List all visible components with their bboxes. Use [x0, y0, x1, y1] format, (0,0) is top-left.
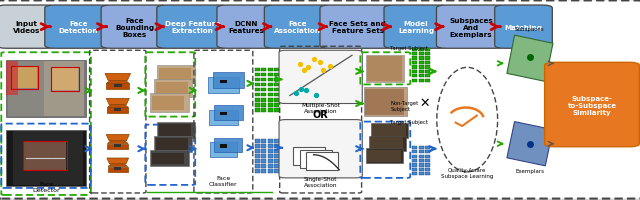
- FancyBboxPatch shape: [255, 73, 260, 77]
- FancyBboxPatch shape: [419, 62, 424, 65]
- FancyBboxPatch shape: [425, 70, 430, 74]
- FancyBboxPatch shape: [425, 168, 430, 171]
- FancyBboxPatch shape: [436, 6, 506, 49]
- FancyBboxPatch shape: [371, 123, 408, 138]
- Polygon shape: [209, 142, 237, 157]
- FancyBboxPatch shape: [412, 168, 417, 171]
- FancyBboxPatch shape: [425, 164, 430, 167]
- FancyBboxPatch shape: [268, 108, 273, 112]
- Polygon shape: [108, 144, 128, 149]
- FancyBboxPatch shape: [274, 169, 279, 173]
- FancyBboxPatch shape: [419, 164, 424, 167]
- FancyBboxPatch shape: [412, 48, 417, 52]
- FancyBboxPatch shape: [154, 80, 192, 98]
- FancyBboxPatch shape: [274, 144, 279, 148]
- FancyBboxPatch shape: [255, 149, 260, 153]
- FancyBboxPatch shape: [157, 6, 228, 49]
- FancyBboxPatch shape: [384, 6, 448, 49]
- Bar: [152, 153, 184, 164]
- Polygon shape: [107, 158, 129, 164]
- FancyBboxPatch shape: [419, 57, 424, 60]
- Bar: [24, 142, 66, 170]
- FancyBboxPatch shape: [274, 93, 279, 97]
- FancyBboxPatch shape: [255, 88, 260, 92]
- FancyBboxPatch shape: [419, 70, 424, 74]
- FancyBboxPatch shape: [45, 6, 112, 49]
- FancyBboxPatch shape: [425, 48, 430, 52]
- Polygon shape: [507, 36, 553, 82]
- Text: Face
Classifier: Face Classifier: [209, 175, 237, 186]
- FancyBboxPatch shape: [425, 57, 430, 60]
- Bar: [11, 66, 38, 89]
- FancyBboxPatch shape: [261, 78, 266, 82]
- Text: Subspaces: Subspaces: [515, 27, 545, 32]
- Text: Face
Bounding
Boxes: Face Bounding Boxes: [115, 18, 154, 37]
- FancyBboxPatch shape: [495, 6, 552, 49]
- FancyBboxPatch shape: [255, 169, 260, 173]
- Polygon shape: [108, 141, 128, 144]
- FancyBboxPatch shape: [366, 149, 403, 164]
- FancyBboxPatch shape: [268, 78, 273, 82]
- FancyBboxPatch shape: [255, 139, 260, 143]
- Bar: [115, 145, 121, 147]
- FancyBboxPatch shape: [268, 159, 273, 163]
- FancyBboxPatch shape: [261, 103, 266, 107]
- Bar: [220, 112, 227, 116]
- FancyBboxPatch shape: [261, 98, 266, 102]
- FancyBboxPatch shape: [412, 53, 417, 56]
- FancyBboxPatch shape: [268, 103, 273, 107]
- FancyBboxPatch shape: [255, 164, 260, 168]
- Bar: [115, 109, 121, 111]
- FancyBboxPatch shape: [264, 6, 332, 49]
- Text: Face Sets and
Feature Sets: Face Sets and Feature Sets: [330, 21, 386, 34]
- Bar: [220, 145, 227, 148]
- FancyBboxPatch shape: [261, 93, 266, 97]
- FancyBboxPatch shape: [268, 139, 273, 143]
- Ellipse shape: [436, 68, 498, 172]
- Polygon shape: [214, 105, 243, 121]
- Text: Quality-Aware
Subspace Learning: Quality-Aware Subspace Learning: [441, 168, 493, 178]
- Text: Deep Feature
Extraction: Deep Feature Extraction: [165, 21, 220, 34]
- FancyBboxPatch shape: [0, 6, 56, 49]
- FancyBboxPatch shape: [261, 88, 266, 92]
- FancyBboxPatch shape: [412, 155, 417, 158]
- FancyBboxPatch shape: [364, 88, 407, 116]
- FancyBboxPatch shape: [150, 150, 189, 166]
- FancyBboxPatch shape: [274, 159, 279, 163]
- Bar: [156, 83, 188, 96]
- Polygon shape: [106, 99, 129, 105]
- FancyBboxPatch shape: [274, 78, 279, 82]
- FancyBboxPatch shape: [425, 66, 430, 69]
- FancyBboxPatch shape: [412, 172, 417, 176]
- FancyBboxPatch shape: [261, 68, 266, 72]
- Text: Model
Learning: Model Learning: [398, 21, 434, 34]
- FancyBboxPatch shape: [261, 83, 266, 87]
- FancyBboxPatch shape: [279, 120, 362, 178]
- Text: Subspaces
And
Exemplars: Subspaces And Exemplars: [449, 18, 493, 37]
- FancyBboxPatch shape: [255, 103, 260, 107]
- Polygon shape: [106, 84, 129, 90]
- Text: Multiple-Shot
Association: Multiple-Shot Association: [301, 102, 340, 113]
- FancyBboxPatch shape: [419, 150, 424, 154]
- Bar: [8, 62, 44, 116]
- FancyBboxPatch shape: [268, 83, 273, 87]
- FancyBboxPatch shape: [268, 169, 273, 173]
- FancyBboxPatch shape: [268, 73, 273, 77]
- FancyBboxPatch shape: [255, 98, 260, 102]
- FancyBboxPatch shape: [369, 136, 406, 151]
- Polygon shape: [214, 138, 242, 152]
- Bar: [367, 150, 401, 163]
- Bar: [220, 80, 227, 84]
- FancyBboxPatch shape: [425, 150, 430, 154]
- FancyBboxPatch shape: [366, 55, 404, 83]
- FancyBboxPatch shape: [157, 66, 195, 84]
- FancyBboxPatch shape: [255, 108, 260, 112]
- Bar: [13, 131, 83, 185]
- Text: Non-Target
Subject: Non-Target Subject: [390, 101, 419, 111]
- Bar: [152, 97, 184, 110]
- FancyBboxPatch shape: [419, 159, 424, 162]
- Polygon shape: [108, 105, 128, 108]
- FancyBboxPatch shape: [268, 149, 273, 153]
- Text: Face
Detection: Face Detection: [59, 21, 98, 34]
